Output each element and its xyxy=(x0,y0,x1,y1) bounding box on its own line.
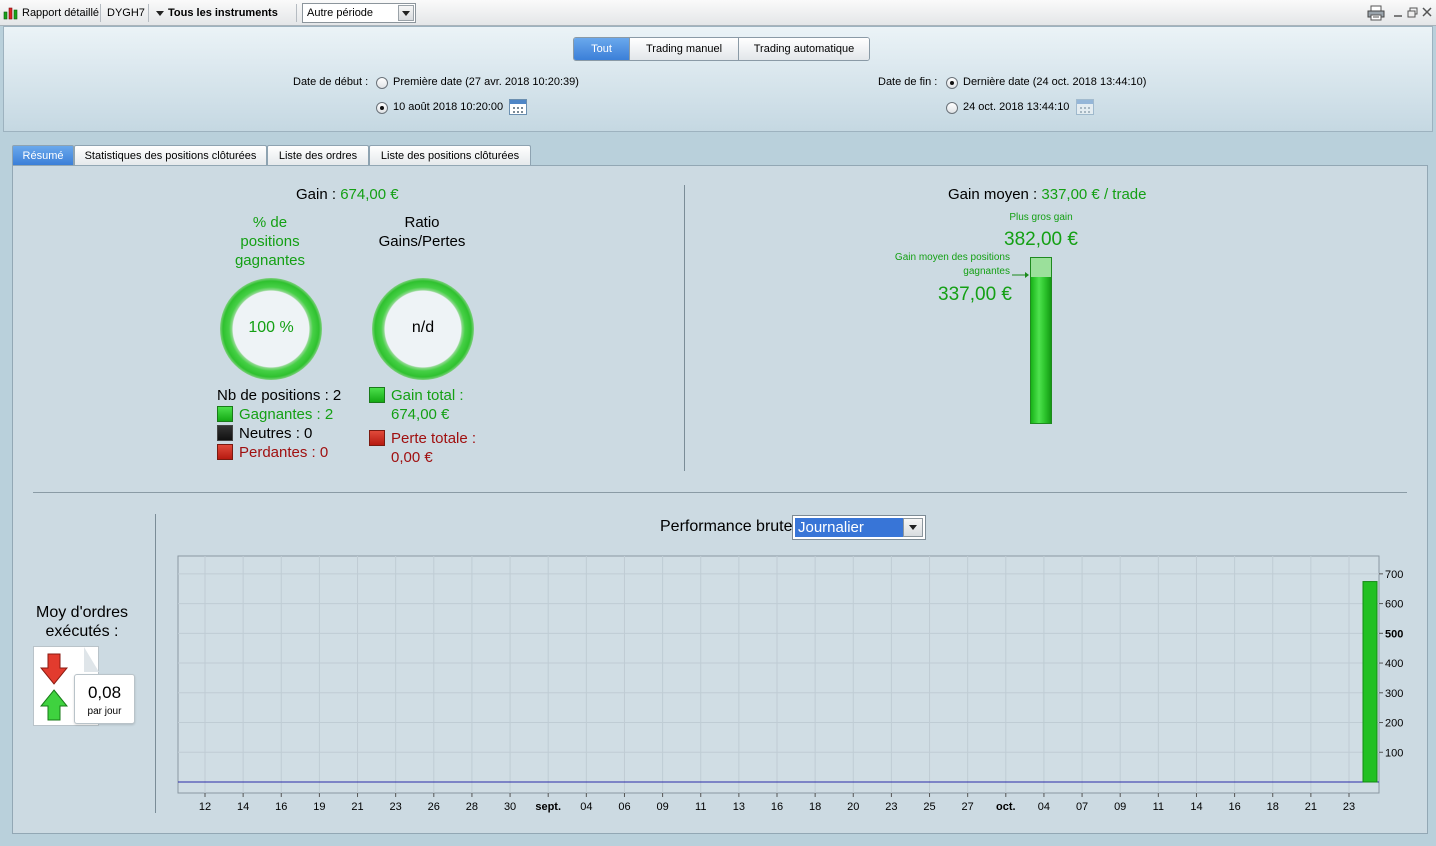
sell-arrow-icon xyxy=(40,653,68,685)
filter-panel: Tout Trading manuel Trading automatique … xyxy=(3,26,1433,132)
period-value: Autre période xyxy=(307,7,374,19)
end-date-label: Date de fin : xyxy=(878,76,938,88)
arrow-right-icon xyxy=(1012,272,1029,278)
average-gain-label: Gain moyen : xyxy=(948,186,1038,203)
toolbar-divider xyxy=(148,4,149,22)
winners-legend-swatch xyxy=(217,406,233,422)
end-last-date-option[interactable]: Dernière date (24 oct. 2018 13:44:10) xyxy=(963,76,1147,88)
buy-arrow-icon xyxy=(40,689,68,721)
total-gain-label: Gain total : xyxy=(391,387,464,404)
segment-auto-trading[interactable]: Trading automatique xyxy=(739,38,869,60)
winners-count: Gagnantes : 2 xyxy=(239,406,334,423)
page-fold-icon xyxy=(84,647,99,672)
start-first-date-radio[interactable] xyxy=(376,77,388,89)
ratio-title-line: Gains/Pertes xyxy=(378,233,466,250)
avg-winning-label-line: gagnantes xyxy=(963,266,1010,277)
start-calendar-icon[interactable] xyxy=(509,99,527,115)
tab-closed-positions-list[interactable]: Liste des positions clôturées xyxy=(369,145,531,165)
avg-winning-value: 337,00 € xyxy=(938,284,1012,305)
max-gain-value: 382,00 € xyxy=(1004,229,1078,250)
gain-label: Gain : xyxy=(296,186,337,203)
win-percentage-value: 100 % xyxy=(248,319,294,336)
total-loss-value: 0,00 € xyxy=(391,449,433,466)
period-select[interactable]: Autre période xyxy=(302,3,416,23)
start-custom-date-radio[interactable] xyxy=(376,102,388,114)
section-divider xyxy=(33,492,1407,493)
win-percentage-title-line: % de xyxy=(252,214,288,231)
end-custom-date-value[interactable]: 24 oct. 2018 13:44:10 xyxy=(963,101,1070,113)
tab-closed-positions-stats[interactable]: Statistiques des positions clôturées xyxy=(74,145,267,165)
chart-period-value: Journalier xyxy=(795,518,903,537)
toolbar-divider xyxy=(296,4,297,22)
end-calendar-icon[interactable] xyxy=(1076,99,1094,115)
total-gain-legend-swatch xyxy=(369,387,385,403)
gain-row: Gain : 674,00 € xyxy=(296,186,399,203)
end-custom-date-radio[interactable] xyxy=(946,102,958,114)
avg-orders-unit: par jour xyxy=(87,706,122,717)
orders-value-card: 0,08 par jour xyxy=(74,674,135,724)
instrument-code[interactable]: DYGH7 xyxy=(107,7,145,19)
segment-all[interactable]: Tout xyxy=(574,38,630,60)
positions-count: Nb de positions : 2 xyxy=(217,387,342,404)
average-gain-row: Gain moyen : 337,00 € / trade xyxy=(948,186,1146,203)
restore-icon[interactable] xyxy=(1407,7,1418,18)
start-date-label: Date de début : xyxy=(293,76,369,88)
max-gain-label: Plus gros gain xyxy=(1009,212,1073,223)
minimize-icon[interactable] xyxy=(1393,8,1403,18)
total-gain-value: 674,00 € xyxy=(391,406,450,423)
chart-period-select[interactable]: Journalier xyxy=(792,515,926,540)
ratio-title-line: Ratio xyxy=(404,214,440,231)
win-percentage-gauge: 100 % xyxy=(220,278,322,380)
avg-orders-label: Moy d'ordres exécutés : xyxy=(22,603,142,641)
top-toolbar: Rapport détaillé DYGH7 Tous les instrume… xyxy=(0,0,1436,26)
average-gain-value: 337,00 € / trade xyxy=(1041,186,1147,203)
period-dropdown-button[interactable] xyxy=(398,5,414,21)
avg-orders-label-line: Moy d'ordres xyxy=(36,604,128,621)
chevron-down-icon xyxy=(402,10,410,16)
ratio-title: Ratio Gains/Pertes xyxy=(370,213,474,251)
total-loss-legend-swatch xyxy=(369,430,385,446)
average-winning-bar-fill xyxy=(1031,277,1051,423)
losers-legend-swatch xyxy=(217,444,233,460)
win-percentage-title-line: gagnantes xyxy=(234,252,306,269)
avg-orders-label-line: exécutés : xyxy=(45,623,119,640)
section-divider xyxy=(684,185,685,471)
win-percentage-title: % de positions gagnantes xyxy=(220,213,320,270)
gain-loss-ratio-gauge: n/d xyxy=(372,278,474,380)
max-gain-bar xyxy=(1030,257,1052,424)
instruments-label: Tous les instruments xyxy=(168,7,278,19)
end-last-date-radio[interactable] xyxy=(946,77,958,89)
print-icon[interactable] xyxy=(1367,5,1385,21)
report-chart-icon xyxy=(3,7,18,20)
chevron-down-icon xyxy=(156,10,164,16)
gain-value: 674,00 € xyxy=(340,186,399,203)
section-divider xyxy=(155,514,156,813)
avg-orders-value: 0,08 xyxy=(87,683,122,702)
report-label: Rapport détaillé xyxy=(22,7,100,19)
neutral-legend-swatch xyxy=(217,425,233,441)
gain-loss-ratio-value: n/d xyxy=(411,319,435,336)
instruments-menu-button[interactable]: Tous les instruments xyxy=(156,0,278,26)
total-loss-label: Perte totale : xyxy=(391,430,477,447)
win-percentage-title-line: positions xyxy=(240,233,300,250)
avg-winning-label: Gain moyen des positions gagnantes xyxy=(860,251,1010,279)
tab-orders-list[interactable]: Liste des ordres xyxy=(267,145,369,165)
neutral-count: Neutres : 0 xyxy=(239,425,313,442)
start-first-date-option[interactable]: Première date (27 avr. 2018 10:20:39) xyxy=(393,76,579,88)
close-icon[interactable] xyxy=(1422,7,1432,17)
losers-count: Perdantes : 0 xyxy=(239,444,329,461)
toolbar-divider xyxy=(100,4,101,22)
chart-title: Performance brute xyxy=(660,518,793,535)
trading-mode-switch: Tout Trading manuel Trading automatique xyxy=(573,37,870,61)
chevron-down-icon xyxy=(909,525,917,530)
detailed-report-button[interactable]: Rapport détaillé xyxy=(3,0,99,26)
segment-manual-trading[interactable]: Trading manuel xyxy=(630,38,739,60)
tab-summary[interactable]: Résumé xyxy=(12,145,74,165)
avg-winning-label-line: Gain moyen des positions xyxy=(894,252,1010,263)
chart-period-dropdown-button[interactable] xyxy=(903,518,923,537)
start-custom-date-value[interactable]: 10 août 2018 10:20:00 xyxy=(393,101,504,113)
